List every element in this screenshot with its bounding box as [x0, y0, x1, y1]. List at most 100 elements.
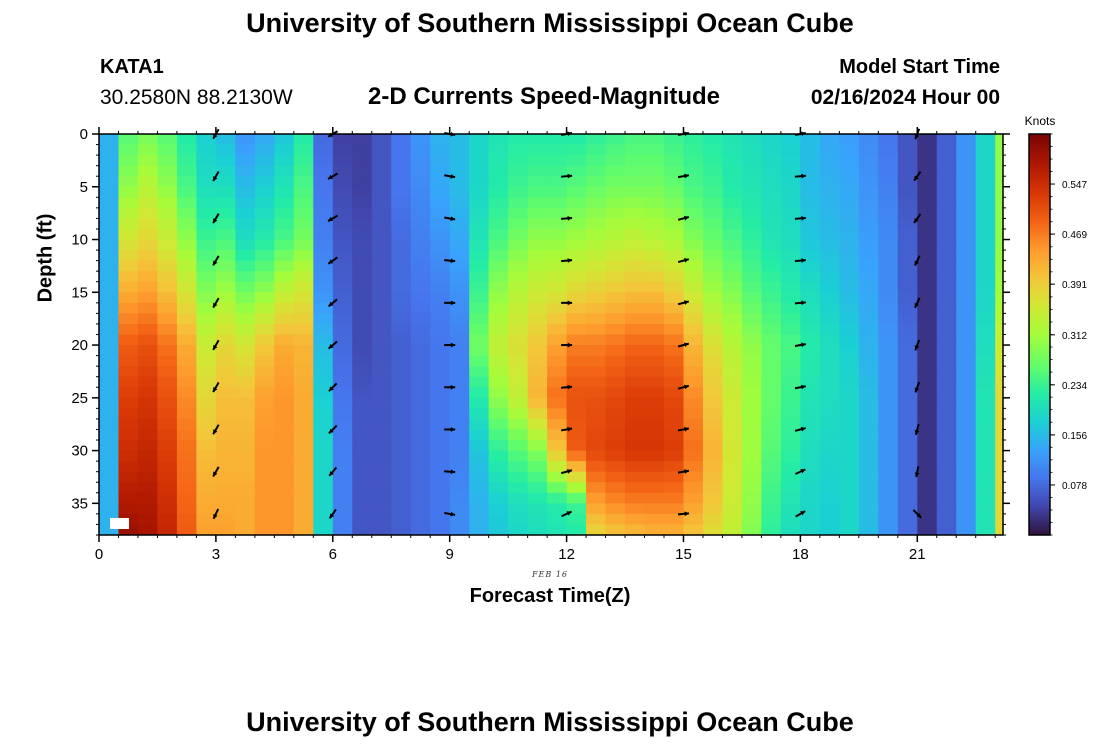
heatmap-cell [488, 355, 509, 367]
heatmap-cell [722, 281, 743, 293]
heatmap-cell [702, 376, 724, 388]
heatmap-cell [157, 228, 178, 241]
heatmap-cell [137, 271, 159, 283]
heatmap-cell [936, 461, 957, 473]
heatmap-cell [702, 134, 724, 146]
current-vector-arrow [794, 468, 806, 475]
heatmap-cell [527, 345, 548, 357]
heatmap-cell [196, 397, 217, 409]
current-vector-arrow [212, 508, 220, 520]
heatmap-cell [469, 281, 490, 293]
heatmap-cell [352, 144, 373, 156]
heatmap-cell [99, 239, 120, 251]
heatmap-cell [235, 165, 256, 177]
heatmap-cell [410, 155, 431, 167]
heatmap-cell [761, 134, 782, 146]
heatmap-cell [157, 345, 178, 357]
heatmap-cell [254, 239, 275, 251]
heatmap-cell [819, 239, 840, 251]
heatmap-cell [157, 302, 178, 314]
heatmap-cell [449, 197, 470, 209]
heatmap-cell [819, 397, 840, 409]
heatmap-cell [449, 482, 470, 494]
heatmap-cell [586, 134, 607, 146]
heatmap-cell [352, 218, 373, 230]
heatmap-cell [157, 429, 178, 441]
heatmap-cell [430, 366, 451, 378]
heatmap-cell [332, 503, 353, 515]
heatmap-cell [137, 186, 159, 198]
heatmap-cell [137, 461, 159, 473]
heatmap-cell [254, 524, 275, 535]
heatmap-cell [839, 513, 860, 526]
heatmap-cell [332, 323, 353, 336]
heatmap-cell [508, 450, 529, 462]
heatmap-cell [722, 397, 743, 409]
heatmap-cell [878, 250, 899, 262]
heatmap-cell [625, 271, 646, 283]
heatmap-cell [313, 186, 334, 198]
current-vector-arrow [561, 258, 573, 263]
heatmap-cell [410, 387, 431, 399]
current-vector-arrow [794, 342, 806, 348]
heatmap-cell [332, 397, 353, 409]
heatmap-cell [508, 250, 529, 262]
heatmap-cell [566, 302, 587, 314]
heatmap-cell [605, 302, 626, 314]
heatmap-cell [878, 197, 899, 209]
heatmap-cell [644, 144, 665, 156]
heatmap-cell [196, 281, 217, 293]
heatmap-cell [761, 418, 782, 431]
heatmap-cell [683, 355, 704, 367]
heatmap-cell [137, 292, 159, 304]
current-vector-arrow [914, 255, 921, 267]
heatmap-cell [956, 397, 977, 409]
heatmap-cell [605, 503, 626, 515]
heatmap-cell [644, 513, 665, 526]
heatmap-cell [118, 165, 139, 177]
heatmap-cell [488, 418, 509, 431]
heatmap-cell [722, 524, 743, 535]
heatmap-cell [371, 144, 392, 156]
heatmap-cell [839, 186, 860, 198]
heatmap-cell [917, 292, 938, 304]
heatmap-cell [683, 408, 704, 420]
heatmap-cell [917, 323, 938, 336]
heatmap-cell [858, 429, 879, 441]
heatmap-cell [975, 155, 996, 167]
heatmap-cell [137, 334, 159, 346]
heatmap-cell [839, 461, 860, 473]
heatmap-cell [488, 513, 509, 526]
heatmap-cell [702, 334, 724, 346]
heatmap-cell [566, 418, 587, 431]
heatmap-cell [488, 155, 509, 167]
heatmap-cell [605, 408, 626, 420]
heatmap-cell [917, 524, 938, 535]
heatmap-cell [313, 334, 334, 346]
heatmap-cell [196, 440, 217, 452]
heatmap-cell [99, 513, 120, 526]
heatmap-cell [157, 450, 178, 462]
heatmap-cell [274, 461, 295, 473]
heatmap-cell [761, 471, 782, 483]
heatmap-cell [664, 218, 685, 230]
current-vector-arrow [794, 300, 806, 306]
heatmap-cell [332, 418, 353, 431]
heatmap-cell [819, 186, 840, 198]
heatmap-cell [391, 281, 412, 293]
heatmap-cell [215, 397, 236, 409]
heatmap-cell [858, 271, 879, 283]
heatmap-cell [215, 408, 236, 420]
heatmap-cell [644, 429, 665, 441]
heatmap-cell [858, 228, 879, 241]
heatmap-cell [644, 176, 665, 188]
heatmap-cell [527, 260, 548, 272]
x-tick-label: 0 [95, 546, 103, 563]
heatmap-cell [488, 271, 509, 283]
heatmap-cell [254, 503, 275, 515]
heatmap-cell [352, 165, 373, 177]
heatmap-cell [371, 271, 392, 283]
heatmap-cell [722, 186, 743, 198]
heatmap-cell [605, 397, 626, 409]
heatmap-cell [897, 313, 918, 325]
